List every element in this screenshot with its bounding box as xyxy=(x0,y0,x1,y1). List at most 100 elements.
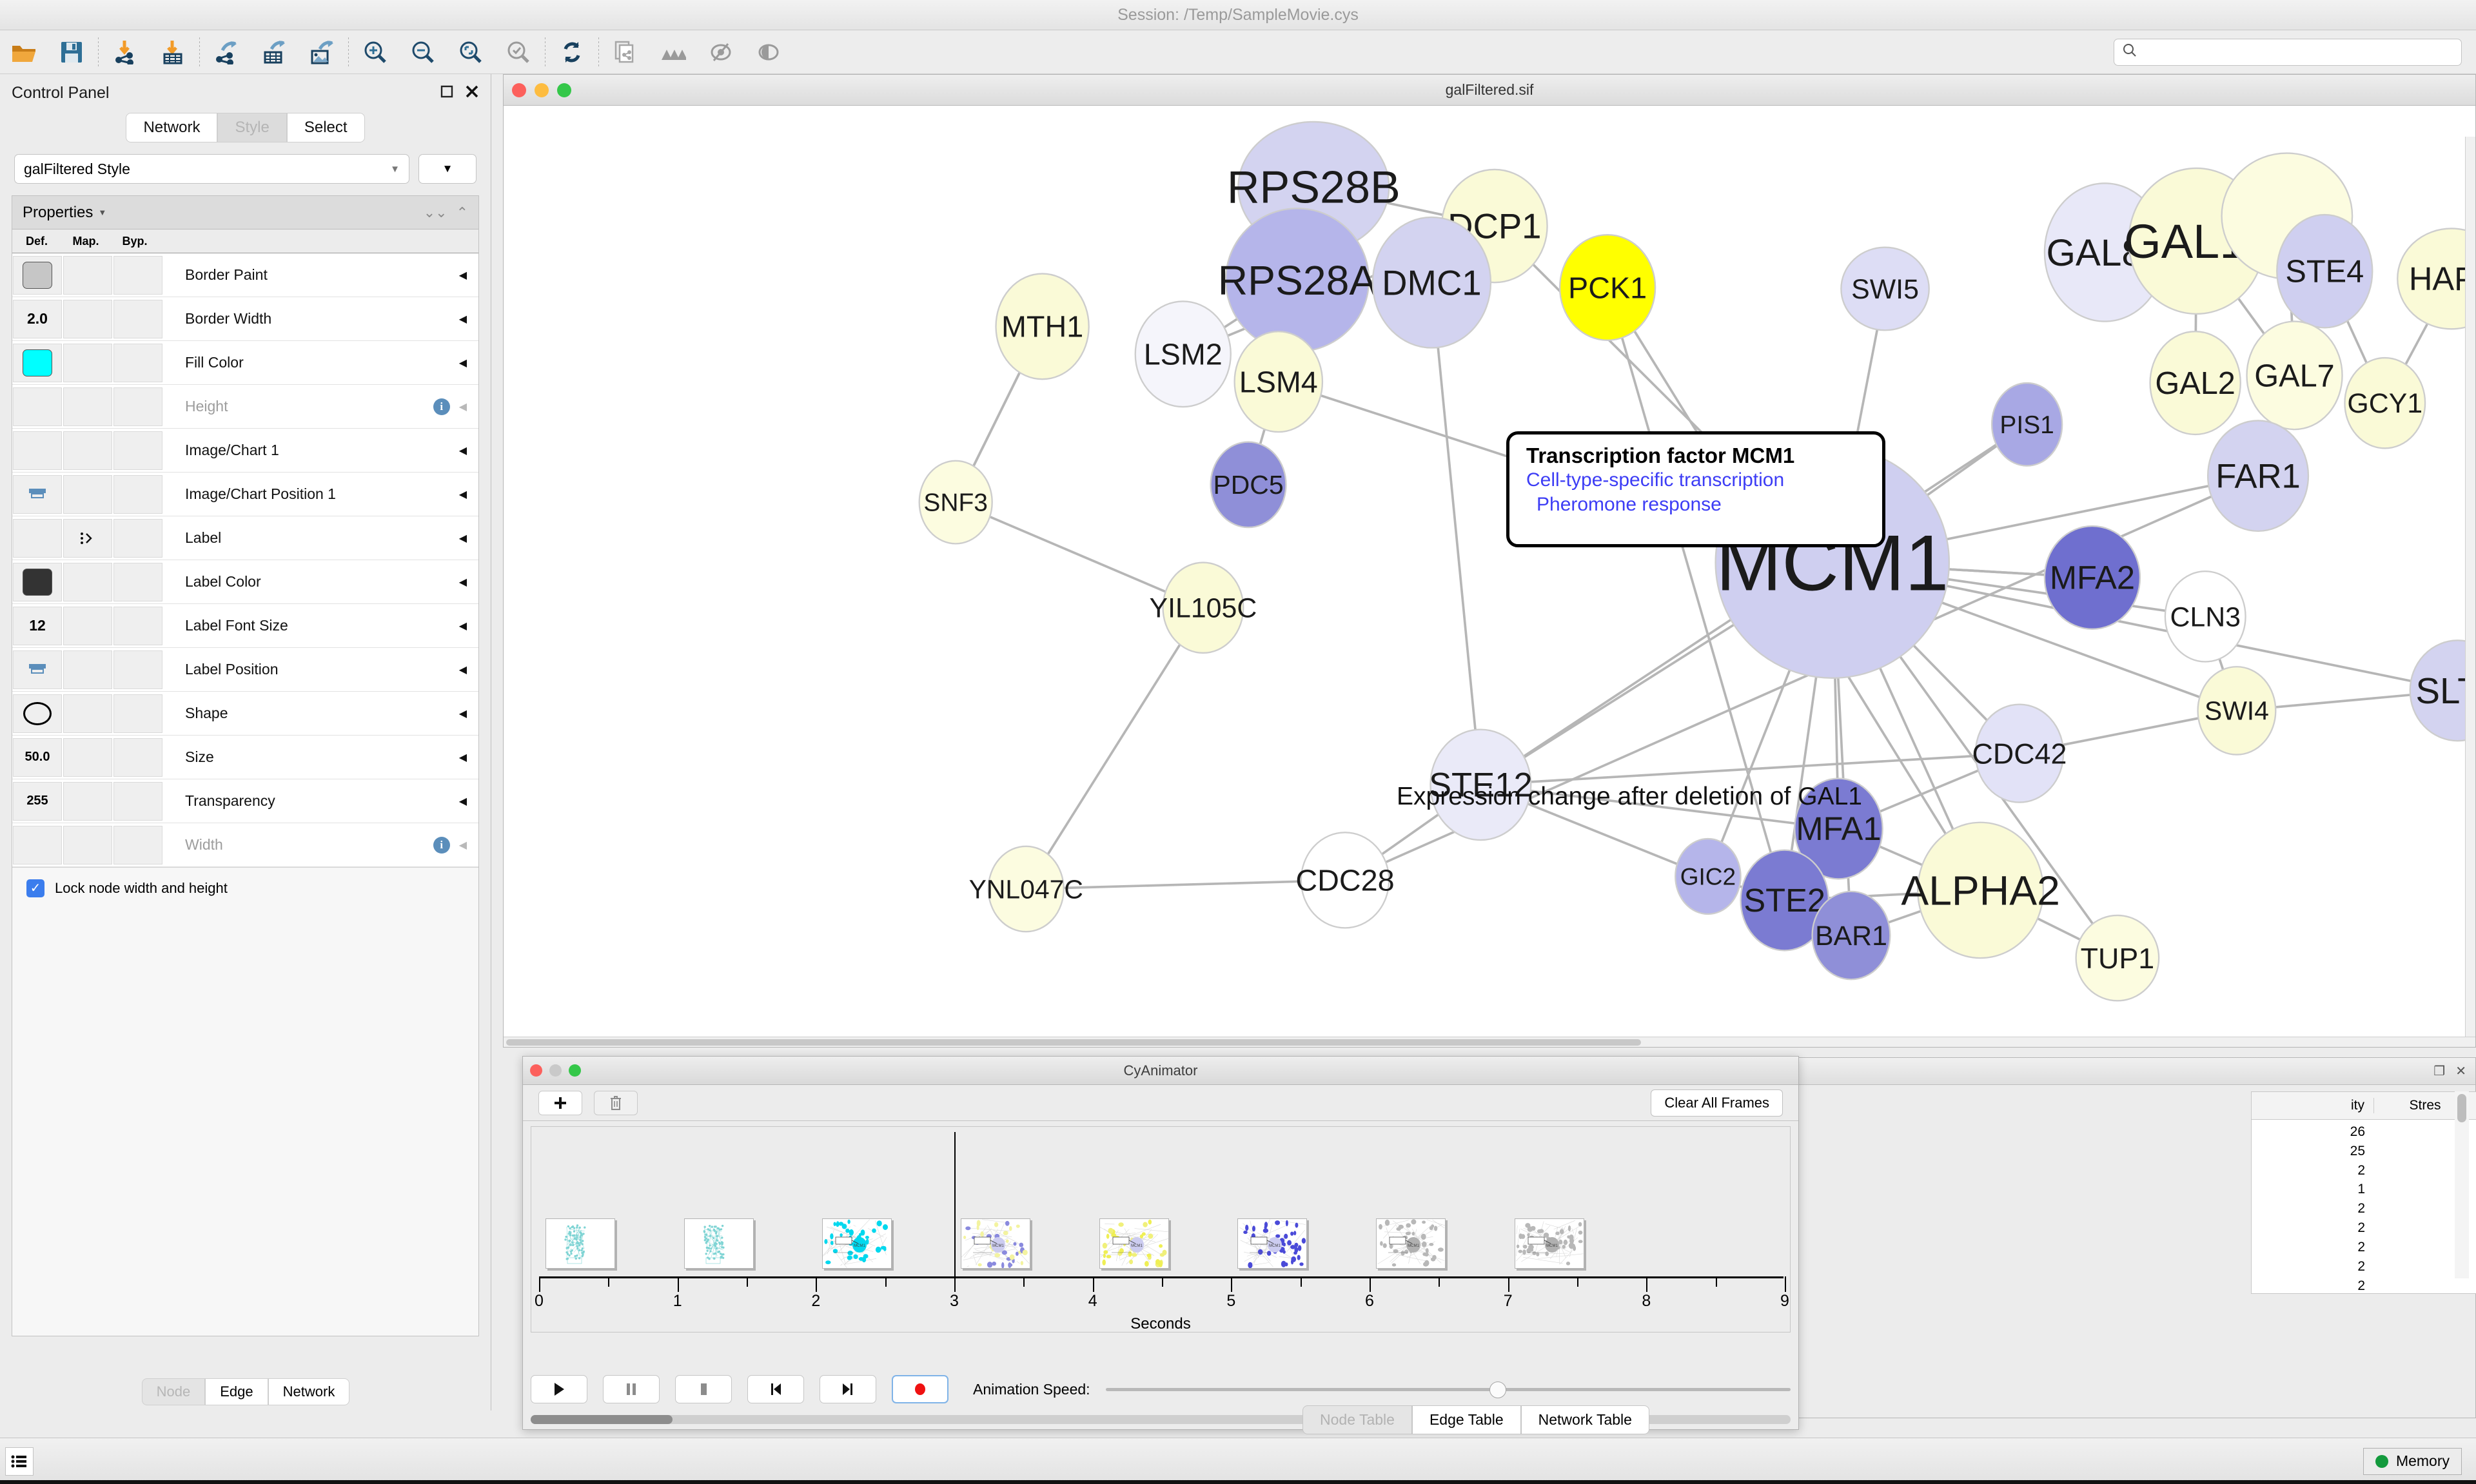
table-row[interactable]: 2 xyxy=(2357,1162,2365,1178)
fit-network-icon[interactable] xyxy=(495,32,542,73)
property-default-cell[interactable] xyxy=(13,694,62,733)
property-row-width[interactable]: Width i ◀ xyxy=(12,823,478,867)
property-row-shape[interactable]: Shape ◀ xyxy=(12,692,478,736)
task-list-icon[interactable] xyxy=(5,1447,34,1476)
network-node-GCY1[interactable] xyxy=(2344,356,2426,449)
timeline-frame-4[interactable]: MCM1 xyxy=(1099,1218,1169,1269)
tab-network-style[interactable]: Network xyxy=(268,1378,350,1405)
timeline-frame-7[interactable]: MCM1 xyxy=(1514,1218,1584,1269)
export-image-icon[interactable] xyxy=(298,32,346,73)
property-bypass-cell[interactable] xyxy=(113,431,162,470)
node-table-scrollbar[interactable] xyxy=(2455,1091,2469,1278)
property-row-image-chart-position-1[interactable]: Image/Chart Position 1 ◀ xyxy=(12,473,478,516)
layout-icon[interactable] xyxy=(649,32,697,73)
minimize-window-button[interactable] xyxy=(549,1064,562,1077)
network-vertical-scrollbar[interactable] xyxy=(2465,137,2475,1047)
property-mapping-cell[interactable] xyxy=(63,825,112,864)
style-options-button[interactable]: ▼ xyxy=(418,154,477,184)
network-node-CDC42[interactable] xyxy=(1974,703,2065,803)
info-icon[interactable]: i xyxy=(433,398,450,415)
property-bypass-cell[interactable] xyxy=(113,737,162,777)
tab-node[interactable]: Node xyxy=(141,1378,206,1405)
chevron-left-icon[interactable]: ◀ xyxy=(458,752,467,763)
chevron-left-icon[interactable]: ◀ xyxy=(458,269,467,281)
property-bypass-cell[interactable] xyxy=(113,299,162,338)
property-default-cell[interactable]: 2.0 xyxy=(13,299,62,338)
step-back-button[interactable] xyxy=(747,1375,804,1403)
slider-knob[interactable] xyxy=(1489,1381,1506,1398)
chevron-left-icon[interactable]: ◀ xyxy=(458,401,467,413)
color-swatch[interactable] xyxy=(23,568,52,596)
refresh-icon[interactable] xyxy=(548,32,596,73)
open-session-icon[interactable] xyxy=(0,32,48,73)
property-row-label-color[interactable]: Label Color ◀ xyxy=(12,560,478,604)
step-forward-button[interactable] xyxy=(820,1375,876,1403)
table-row[interactable]: 2 xyxy=(2357,1201,2365,1216)
import-table-icon[interactable] xyxy=(149,32,197,73)
table-row[interactable]: 25 xyxy=(2350,1143,2365,1158)
timeline-frame-0[interactable] xyxy=(545,1218,615,1269)
tab-edge-table[interactable]: Edge Table xyxy=(1411,1405,1521,1434)
property-mapping-cell[interactable] xyxy=(63,518,112,558)
property-row-size[interactable]: 50.0 Size ◀ xyxy=(12,736,478,779)
property-bypass-cell[interactable] xyxy=(113,650,162,689)
clear-all-frames-button[interactable]: Clear All Frames xyxy=(1651,1089,1783,1117)
maximize-window-button[interactable] xyxy=(557,83,571,97)
property-bypass-cell[interactable] xyxy=(113,255,162,295)
property-row-fill-color[interactable]: Fill Color ◀ xyxy=(12,341,478,385)
close-window-button[interactable] xyxy=(512,83,526,97)
property-mapping-cell[interactable] xyxy=(63,299,112,338)
property-mapping-cell[interactable] xyxy=(63,255,112,295)
property-row-height[interactable]: Height i ◀ xyxy=(12,385,478,429)
export-network-icon[interactable] xyxy=(202,32,250,73)
chevron-left-icon[interactable]: ◀ xyxy=(458,489,467,500)
export-table-icon[interactable] xyxy=(250,32,298,73)
collapse-all-icon[interactable]: ⌃ xyxy=(456,204,468,220)
property-default-cell[interactable]: 255 xyxy=(13,781,62,821)
show-icon[interactable] xyxy=(745,32,792,73)
property-default-cell[interactable] xyxy=(13,343,62,382)
property-row-label[interactable]: Label ◀ xyxy=(12,516,478,560)
property-row-transparency[interactable]: 255 Transparency ◀ xyxy=(12,779,478,823)
chevron-left-icon[interactable]: ◀ xyxy=(458,708,467,719)
annotation-card[interactable]: Transcription factor MCM1 Cell-type-spec… xyxy=(1506,431,1885,547)
property-mapping-cell[interactable] xyxy=(63,431,112,470)
network-node-SWI4[interactable] xyxy=(2197,666,2277,756)
network-node-TUP1[interactable] xyxy=(2075,914,2160,1002)
network-node-CDC28[interactable] xyxy=(1300,832,1390,929)
property-row-border-width[interactable]: 2.0 Border Width ◀ xyxy=(12,297,478,341)
tab-edge[interactable]: Edge xyxy=(205,1378,268,1405)
property-mapping-cell[interactable] xyxy=(63,474,112,514)
timeline-frame-5[interactable]: MCM1 xyxy=(1237,1218,1308,1269)
tab-select[interactable]: Select xyxy=(286,113,365,142)
property-mapping-cell[interactable] xyxy=(63,737,112,777)
property-row-label-font-size[interactable]: 12 Label Font Size ◀ xyxy=(12,604,478,648)
network-node-LSM4[interactable] xyxy=(1233,331,1324,433)
save-session-icon[interactable] xyxy=(48,32,95,73)
property-bypass-cell[interactable] xyxy=(113,694,162,733)
property-row-border-paint[interactable]: Border Paint ◀ xyxy=(12,253,478,297)
network-node-SWI5[interactable] xyxy=(1840,246,1930,331)
chevron-left-icon[interactable]: ◀ xyxy=(458,313,467,325)
network-node-SNF3[interactable] xyxy=(918,460,993,545)
property-default-cell[interactable]: 12 xyxy=(13,606,62,645)
property-row-label-position[interactable]: Label Position ◀ xyxy=(12,648,478,692)
network-canvas[interactable]: RPS28B DCP1 RPS28A DMC1 PCK1 SWI5 GAL80 GAL11 ST… xyxy=(504,106,2475,1047)
property-mapping-cell[interactable] xyxy=(63,781,112,821)
tab-network-table[interactable]: Network Table xyxy=(1520,1405,1649,1434)
network-node-STE12[interactable] xyxy=(1430,728,1532,841)
network-node-STE4[interactable] xyxy=(2276,213,2373,329)
property-bypass-cell[interactable] xyxy=(113,387,162,426)
property-mapping-cell[interactable] xyxy=(63,650,112,689)
network-node-YNL047C[interactable] xyxy=(987,845,1065,933)
chevron-left-icon[interactable]: ◀ xyxy=(458,664,467,676)
minimize-window-button[interactable] xyxy=(535,83,549,97)
tab-style[interactable]: Style xyxy=(217,113,287,142)
timeline-frame-3[interactable]: MCM1 xyxy=(961,1218,1030,1269)
property-default-cell[interactable] xyxy=(13,825,62,864)
zoom-selected-icon[interactable] xyxy=(447,32,495,73)
table-row[interactable]: 2 xyxy=(2357,1258,2365,1274)
column-header-centrality[interactable]: ity xyxy=(2252,1098,2374,1113)
table-row[interactable]: 2 xyxy=(2357,1220,2365,1236)
chevron-left-icon[interactable]: ◀ xyxy=(458,357,467,369)
